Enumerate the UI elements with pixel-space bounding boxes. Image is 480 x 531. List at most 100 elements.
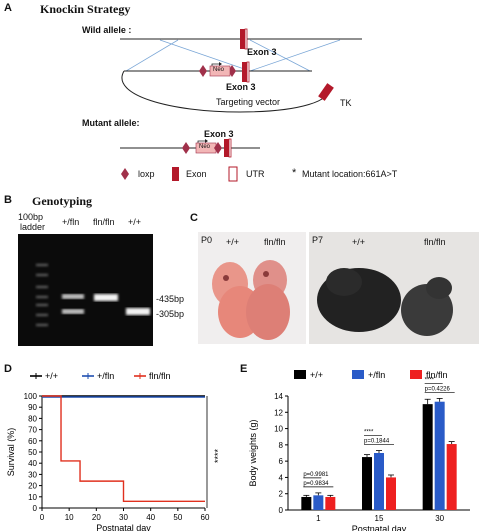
band-lower-label: -305bp <box>156 309 185 319</box>
bar-1-2 <box>434 401 445 510</box>
y-tick-label: 60 <box>28 437 37 446</box>
y-tick-label: 12 <box>274 408 283 417</box>
bar-2-2 <box>446 444 457 510</box>
legend-loxp-symbol <box>121 168 129 180</box>
y-tick-label: 100 <box>24 392 38 401</box>
p0-wt-label: +/+ <box>226 237 240 247</box>
x-tick-label: 60 <box>201 513 210 522</box>
legend-swatch-0 <box>294 370 306 379</box>
lane-wt-label: +/+ <box>128 217 142 227</box>
y-tick-label: 2 <box>279 490 284 499</box>
panel-a-title: Knockin Strategy <box>40 2 131 16</box>
tk-box <box>318 83 334 101</box>
p0-label: P0 <box>201 235 213 245</box>
crossover-line-1 <box>159 39 251 72</box>
x-axis-label: Postnatal day <box>352 524 407 531</box>
band-wt-lower <box>126 308 150 315</box>
x-axis-label: Postnatal day <box>96 523 151 531</box>
x-tick-label: 1 <box>316 514 321 523</box>
band-het-lower <box>62 309 84 314</box>
p0-pup-hom-body <box>246 284 290 340</box>
survival-chart: 0 10 20 30 40 50 60 70 80 90 100 0 10 20 30 40 50 60 Postn… <box>6 371 223 531</box>
annotation-label: **** <box>364 430 374 436</box>
legend-star-symbol: * <box>292 167 297 179</box>
targeting-vector-label: Targeting vector <box>216 97 281 107</box>
mutant-neo-label: Neo <box>199 144 211 150</box>
wild-exon-box <box>240 29 245 49</box>
bar-0-2 <box>422 404 433 510</box>
bar-0-0 <box>301 496 312 510</box>
exon-mut-label: Exon 3 <box>204 129 234 139</box>
neo-label: Neo <box>213 67 225 73</box>
y-tick-label: 20 <box>28 482 37 491</box>
y-tick-label: 0 <box>279 506 284 515</box>
y-tick-label: 10 <box>28 493 37 502</box>
legend-loxp-label: loxp <box>138 169 155 179</box>
band-upper-label: -435bp <box>156 294 185 304</box>
x-tick-label: 0 <box>40 513 45 522</box>
loxp-marker-1 <box>199 65 207 77</box>
annotation-label: **** <box>425 377 435 383</box>
y-tick-label: 4 <box>279 473 284 482</box>
crossover-line-2 <box>125 39 179 72</box>
legend-swatch-1 <box>352 370 364 379</box>
legend-utr-label: UTR <box>246 169 265 179</box>
y-axis-label: Survival (%) <box>6 428 16 477</box>
legend-swatch-2 <box>410 370 422 379</box>
band-hom-upper <box>94 294 118 301</box>
x-tick-label: 20 <box>92 513 101 522</box>
exon-top-label: Exon 3 <box>247 47 277 57</box>
legend-label-2: fln/fln <box>149 371 171 381</box>
crossover-line-4 <box>249 39 341 72</box>
panel-d-letter: D <box>4 363 12 375</box>
legend-label-0: +/+ <box>45 371 58 381</box>
y-tick-label: 10 <box>274 425 283 434</box>
body-weight-chart: 0 2 4 6 8 10 12 14 Body weights (g) Postnatal day… <box>248 370 470 531</box>
annotation-label: p=0.4226 <box>425 386 451 392</box>
legend-label-1: +/fln <box>368 370 385 380</box>
x-tick-label: 30 <box>119 513 128 522</box>
lane-ladder-label-2: ladder <box>20 222 46 232</box>
p7-label: P7 <box>312 235 324 245</box>
annotation-label: p=0.9834 <box>303 481 329 487</box>
ladder-bands <box>36 264 48 326</box>
neo-box <box>209 65 231 77</box>
x-tick-label: 15 <box>375 514 384 523</box>
mutant-allele-label: Mutant allele: <box>82 118 140 128</box>
bar-1-1 <box>374 453 384 510</box>
p0-photo <box>198 232 306 344</box>
y-tick-label: 6 <box>279 457 284 466</box>
tk-label: TK <box>340 98 352 108</box>
lane-hom-label: fln/fln <box>93 217 115 227</box>
y-tick-label: 80 <box>28 414 37 423</box>
vector-exon-box <box>242 62 247 82</box>
series-line-2 <box>42 395 205 502</box>
p7-photo <box>309 232 479 344</box>
gel-image <box>18 234 153 346</box>
legend-utr-symbol <box>228 166 238 182</box>
y-tick-label: 90 <box>28 403 37 412</box>
y-tick-label: 40 <box>28 459 37 468</box>
panel-b-letter: B <box>4 194 12 206</box>
lane-het-label: +/fln <box>62 217 80 227</box>
crossover-line-3 <box>249 39 311 72</box>
wild-allele-label: Wild allele : <box>82 25 132 35</box>
panel-c-letter: C <box>190 212 198 224</box>
bar-2-0 <box>325 496 336 510</box>
annotation-label: p=0.1844 <box>364 439 390 445</box>
y-tick-label: 70 <box>28 426 37 435</box>
p0-hom-label: fln/fln <box>264 237 286 247</box>
legend-exon-label: Exon <box>186 169 207 179</box>
panel-e-letter: E <box>240 363 248 375</box>
bar-1-0 <box>313 495 324 510</box>
bar-0-1 <box>362 457 372 510</box>
band-het-upper <box>62 294 84 299</box>
vector-utr-box <box>246 61 250 83</box>
legend-label-1: +/fln <box>97 371 114 381</box>
panel-a-letter: A <box>4 2 12 14</box>
y-tick-label: 8 <box>279 441 284 450</box>
wild-utr-box <box>244 28 248 50</box>
x-tick-label: 10 <box>65 513 74 522</box>
annotation-label: p=0.9981 <box>303 472 329 478</box>
legend-mutant-label: Mutant location:661A>T <box>302 169 398 179</box>
